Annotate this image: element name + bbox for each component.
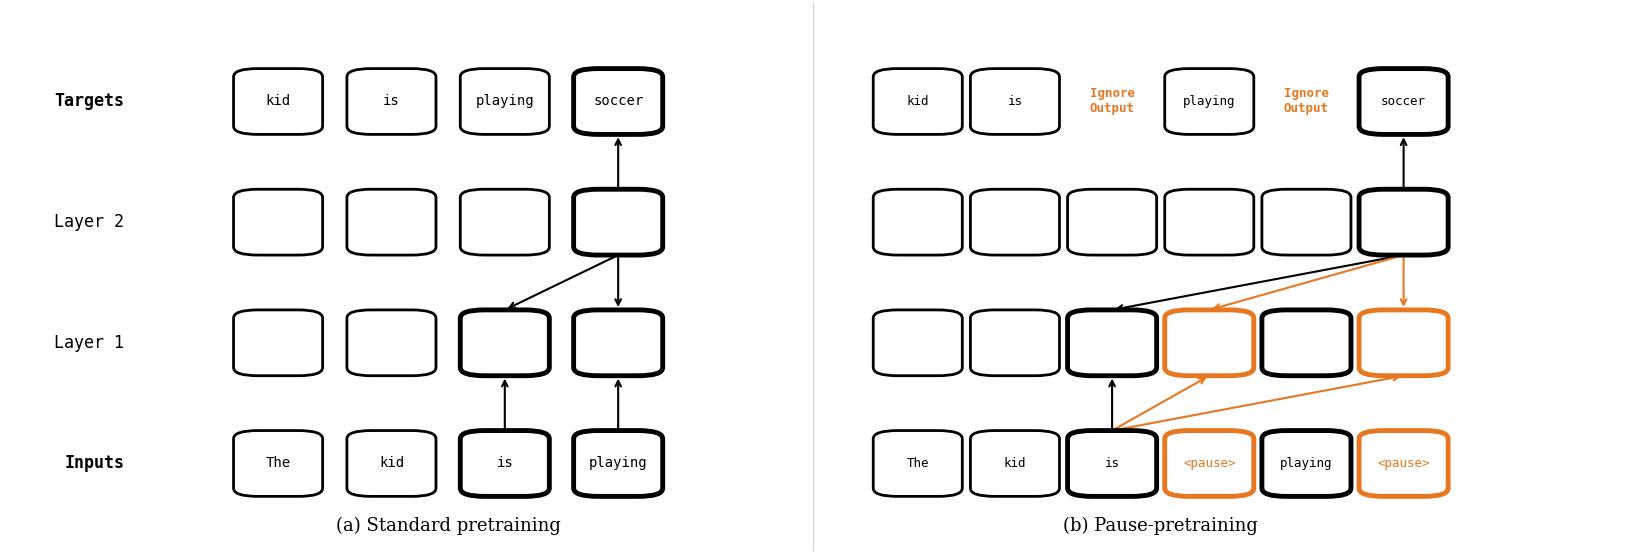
FancyBboxPatch shape <box>1263 310 1350 376</box>
FancyBboxPatch shape <box>346 189 436 255</box>
FancyBboxPatch shape <box>1358 430 1448 496</box>
Text: The: The <box>265 456 291 470</box>
FancyBboxPatch shape <box>234 430 323 496</box>
FancyBboxPatch shape <box>1358 189 1448 255</box>
FancyBboxPatch shape <box>346 310 436 376</box>
Text: kid: kid <box>1004 457 1025 470</box>
FancyBboxPatch shape <box>460 310 549 376</box>
FancyBboxPatch shape <box>1068 189 1157 255</box>
FancyBboxPatch shape <box>970 430 1060 496</box>
Text: (b) Pause-pretraining: (b) Pause-pretraining <box>1063 516 1258 535</box>
Text: Targets: Targets <box>54 93 124 110</box>
FancyBboxPatch shape <box>234 189 323 255</box>
Text: (a) Standard pretraining: (a) Standard pretraining <box>336 516 561 535</box>
Text: playing: playing <box>588 456 647 470</box>
FancyBboxPatch shape <box>970 189 1060 255</box>
FancyBboxPatch shape <box>234 310 323 376</box>
FancyBboxPatch shape <box>574 310 663 376</box>
FancyBboxPatch shape <box>1263 189 1350 255</box>
FancyBboxPatch shape <box>460 430 549 496</box>
Text: playing: playing <box>1280 457 1332 470</box>
Text: Layer 2: Layer 2 <box>54 213 124 231</box>
Text: is: is <box>496 456 514 470</box>
Text: Inputs: Inputs <box>65 454 124 473</box>
Text: Layer 1: Layer 1 <box>54 334 124 352</box>
Text: kid: kid <box>907 95 930 108</box>
FancyBboxPatch shape <box>1068 430 1157 496</box>
Text: kid: kid <box>379 456 405 470</box>
FancyBboxPatch shape <box>873 430 962 496</box>
Text: <pause>: <pause> <box>1183 457 1235 470</box>
FancyBboxPatch shape <box>1165 310 1254 376</box>
Text: The: The <box>907 457 930 470</box>
FancyBboxPatch shape <box>1165 189 1254 255</box>
Text: is: is <box>384 95 400 109</box>
FancyBboxPatch shape <box>970 310 1060 376</box>
Text: is: is <box>1008 95 1022 108</box>
Text: soccer: soccer <box>1381 95 1427 108</box>
FancyBboxPatch shape <box>873 69 962 135</box>
FancyBboxPatch shape <box>1165 430 1254 496</box>
FancyBboxPatch shape <box>1263 430 1350 496</box>
FancyBboxPatch shape <box>460 69 549 135</box>
FancyBboxPatch shape <box>460 189 549 255</box>
FancyBboxPatch shape <box>1358 310 1448 376</box>
FancyBboxPatch shape <box>346 430 436 496</box>
FancyBboxPatch shape <box>873 189 962 255</box>
FancyBboxPatch shape <box>873 310 962 376</box>
FancyBboxPatch shape <box>1165 69 1254 135</box>
Text: kid: kid <box>265 95 291 109</box>
Text: Ignore
Output: Ignore Output <box>1284 88 1329 115</box>
FancyBboxPatch shape <box>970 69 1060 135</box>
Text: soccer: soccer <box>593 95 644 109</box>
FancyBboxPatch shape <box>574 189 663 255</box>
FancyBboxPatch shape <box>574 430 663 496</box>
Text: <pause>: <pause> <box>1378 457 1430 470</box>
FancyBboxPatch shape <box>234 69 323 135</box>
FancyBboxPatch shape <box>574 69 663 135</box>
Text: is: is <box>1105 457 1120 470</box>
FancyBboxPatch shape <box>1068 310 1157 376</box>
Text: Ignore
Output: Ignore Output <box>1090 88 1134 115</box>
FancyBboxPatch shape <box>346 69 436 135</box>
Text: playing: playing <box>476 95 535 109</box>
Text: playing: playing <box>1183 95 1235 108</box>
FancyBboxPatch shape <box>1358 69 1448 135</box>
